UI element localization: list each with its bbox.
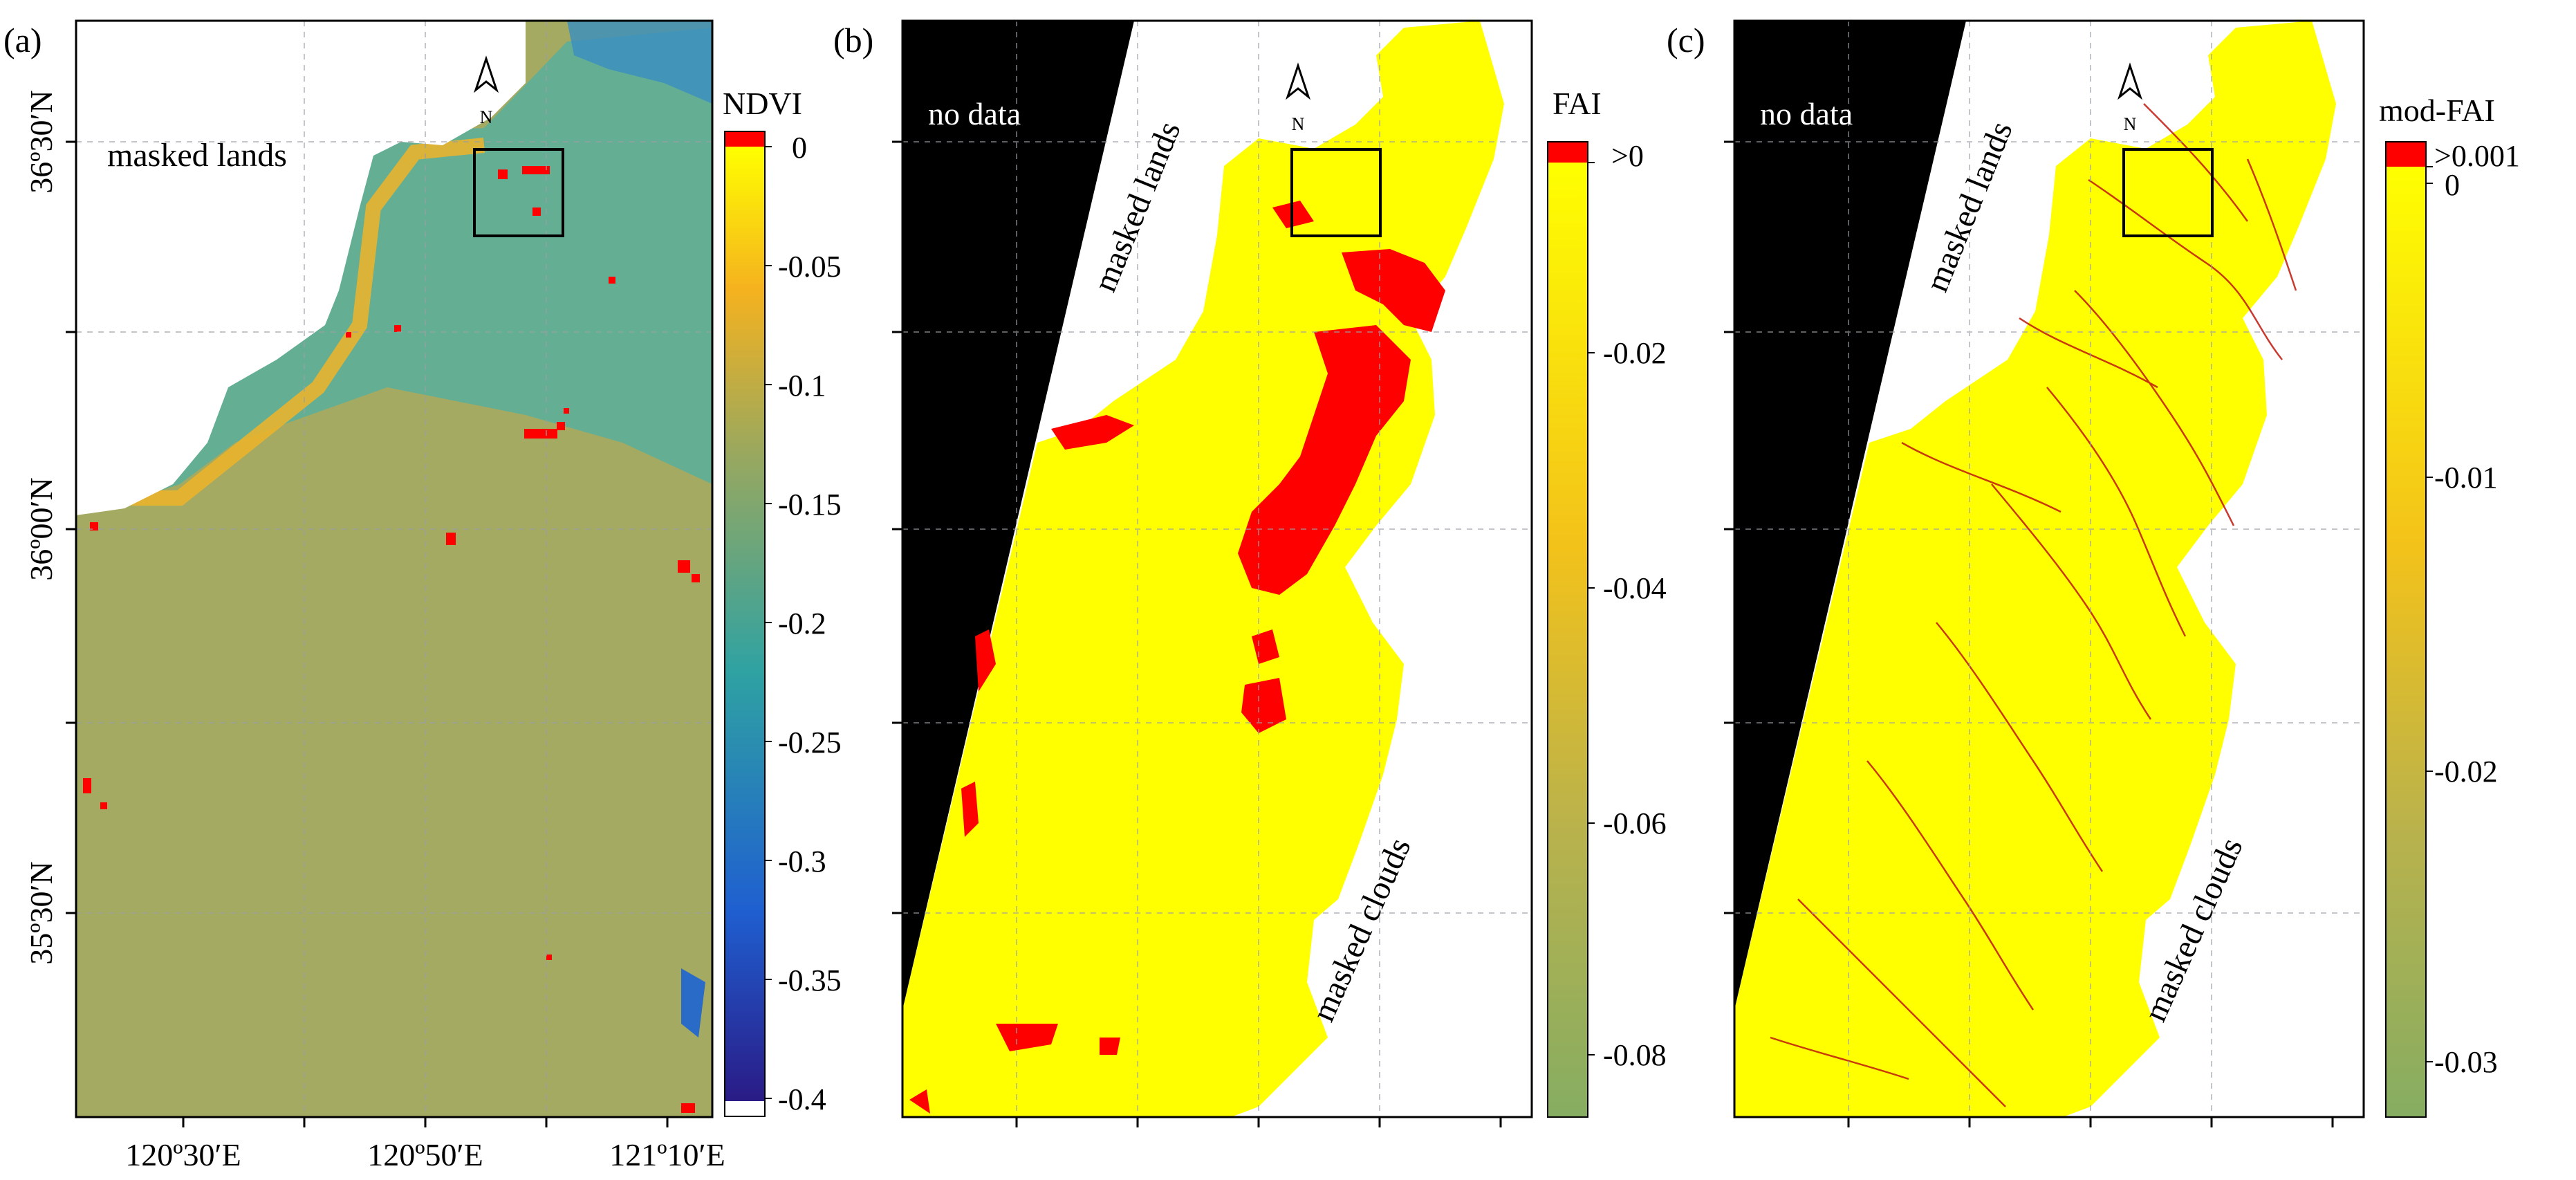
north-letter-b: N bbox=[1292, 114, 1305, 134]
study-area-box-b bbox=[1290, 148, 1382, 237]
colorbar-fai-frame bbox=[1547, 141, 1588, 1118]
panel-b-lon-ticks bbox=[1015, 1117, 1502, 1127]
colorbar-title-modfai: mod-FAI bbox=[2379, 93, 2495, 128]
colorbar-ndvi-bottom-swatch bbox=[725, 1101, 765, 1116]
modfai-sea-area bbox=[1734, 21, 2336, 1117]
north-arrow-b: N bbox=[1285, 62, 1311, 134]
colorbar-ndvi-tick: -0.3 bbox=[778, 845, 826, 878]
colorbar-fai-tick: -0.06 bbox=[1603, 806, 1667, 840]
lon-label-121-10: 121º10′E bbox=[609, 1137, 725, 1172]
panel-a-frame bbox=[75, 19, 714, 1118]
colorbar-modfai-tick: -0.02 bbox=[2434, 755, 2498, 789]
panel-b-lat-ticks bbox=[892, 140, 902, 914]
panel-a-lat-ticks bbox=[66, 140, 76, 914]
colorbar-title-fai: FAI bbox=[1553, 86, 1602, 121]
no-data-wedge-b bbox=[902, 21, 1134, 1010]
lat-label-35-30: 35º30′N bbox=[24, 861, 59, 965]
ndvi-blue-water-patch bbox=[567, 21, 712, 104]
colorbar-modfai: mod-FAI >0.001 0 -0.01 -0.02 -0.03 bbox=[2379, 93, 2520, 1118]
fai-sea-area bbox=[902, 21, 1504, 1117]
ndvi-teal-coastal-water bbox=[138, 28, 712, 498]
colorbar-modfai-gradient bbox=[2386, 167, 2426, 1117]
masked-land-area bbox=[76, 21, 526, 515]
panel-label-c: (c) bbox=[1667, 21, 1705, 59]
colorbar-fai-tick: -0.08 bbox=[1603, 1038, 1667, 1072]
colorbar-ndvi-tick: 0 bbox=[792, 131, 807, 165]
panel-b: N no data masked lands masked clouds (b)… bbox=[833, 19, 1667, 1127]
colorbar-fai-gradient bbox=[1548, 163, 1588, 1117]
panel-label-b: (b) bbox=[833, 21, 873, 59]
north-arrow-c: N bbox=[2117, 62, 2143, 134]
colorbar-ndvi-tick-marks bbox=[765, 146, 772, 1099]
map-text-no-data-c: no data bbox=[1760, 96, 1853, 131]
colorbar-modfai-tick: -0.03 bbox=[2434, 1045, 2498, 1079]
panel-a: N masked lands (a) 36º30′N 36º00′N 35º30… bbox=[3, 19, 842, 1172]
lon-label-120-50: 120º50′E bbox=[367, 1137, 483, 1172]
panel-label-a: (a) bbox=[3, 21, 42, 59]
colorbar-fai-tick: -0.02 bbox=[1603, 336, 1667, 370]
north-arrow-a: N bbox=[473, 55, 499, 127]
panel-b-map: N no data masked lands masked clouds bbox=[902, 21, 1532, 1117]
study-area-box-c bbox=[2122, 148, 2214, 237]
colorbar-fai-tick: >0 bbox=[1611, 139, 1644, 173]
colorbar-ndvi-tick: -0.2 bbox=[778, 607, 826, 640]
colorbar-ndvi-frame bbox=[724, 131, 766, 1117]
colorbar-modfai-tick: >0.001 bbox=[2434, 139, 2520, 173]
study-area-box-a bbox=[473, 148, 564, 237]
lat-label-36-30: 36º30′N bbox=[24, 90, 59, 194]
lat-label-36-00: 36º00′N bbox=[24, 477, 59, 581]
panel-b-frame bbox=[901, 19, 1533, 1118]
colorbar-ndvi-top-swatch bbox=[725, 131, 765, 147]
colorbar-modfai-top-swatch bbox=[2386, 142, 2426, 167]
colorbar-ndvi-gradient bbox=[725, 147, 765, 1101]
colorbar-ndvi-tick: -0.15 bbox=[778, 488, 842, 522]
colorbar-modfai-frame bbox=[2385, 141, 2427, 1118]
panel-c: N no data masked lands masked clouds (c)… bbox=[1667, 19, 2520, 1127]
panel-c-frame bbox=[1733, 19, 2365, 1118]
panel-c-map: N no data masked lands masked clouds bbox=[1734, 21, 2364, 1117]
map-text-masked-lands-a: masked lands bbox=[107, 137, 287, 174]
colorbar-ndvi-tick: -0.05 bbox=[778, 250, 842, 284]
north-letter-c: N bbox=[2124, 114, 2137, 134]
panel-c-gridlines bbox=[1734, 21, 2364, 1117]
panel-a-lon-ticks bbox=[182, 1117, 669, 1127]
modfai-red-filaments bbox=[1770, 103, 2297, 1107]
no-data-wedge-c bbox=[1734, 21, 1966, 1010]
colorbar-modfai-tick: 0 bbox=[2445, 168, 2460, 202]
colorbar-fai-tick: -0.04 bbox=[1603, 571, 1667, 605]
colorbar-ndvi-tick: -0.1 bbox=[778, 369, 826, 403]
panel-c-lon-ticks bbox=[1847, 1117, 2334, 1127]
map-text-no-data-b: no data bbox=[928, 96, 1021, 131]
ndvi-red-pixels bbox=[83, 166, 700, 1113]
colorbar-ndvi-tick: -0.25 bbox=[778, 726, 842, 759]
panel-b-gridlines bbox=[902, 21, 1532, 1117]
ndvi-orange-coast-band bbox=[76, 138, 485, 506]
panel-c-lat-ticks bbox=[1724, 140, 1734, 914]
colorbar-fai: FAI >0 -0.02 -0.04 -0.06 -0.08 bbox=[1547, 86, 1667, 1118]
lon-label-120-30: 120º30′E bbox=[125, 1137, 241, 1172]
colorbar-ndvi: NDVI 0 -0.05 -0.1 -0.15 -0.2 -0.25 bbox=[723, 86, 842, 1117]
panel-a-map: N masked lands bbox=[76, 21, 712, 1117]
ndvi-deep-blue-patch bbox=[681, 968, 705, 1038]
colorbar-ndvi-tick: -0.35 bbox=[778, 964, 842, 997]
colorbar-modfai-tick: -0.01 bbox=[2434, 461, 2498, 495]
colorbar-title-ndvi: NDVI bbox=[723, 86, 802, 121]
colorbar-fai-top-swatch bbox=[1548, 142, 1588, 163]
colorbar-fai-tick-marks bbox=[1588, 162, 1595, 1055]
colorbar-ndvi-tick: -0.4 bbox=[778, 1082, 826, 1116]
colorbar-modfai-tick-marks bbox=[2426, 166, 2433, 1062]
north-letter-a: N bbox=[480, 107, 493, 127]
